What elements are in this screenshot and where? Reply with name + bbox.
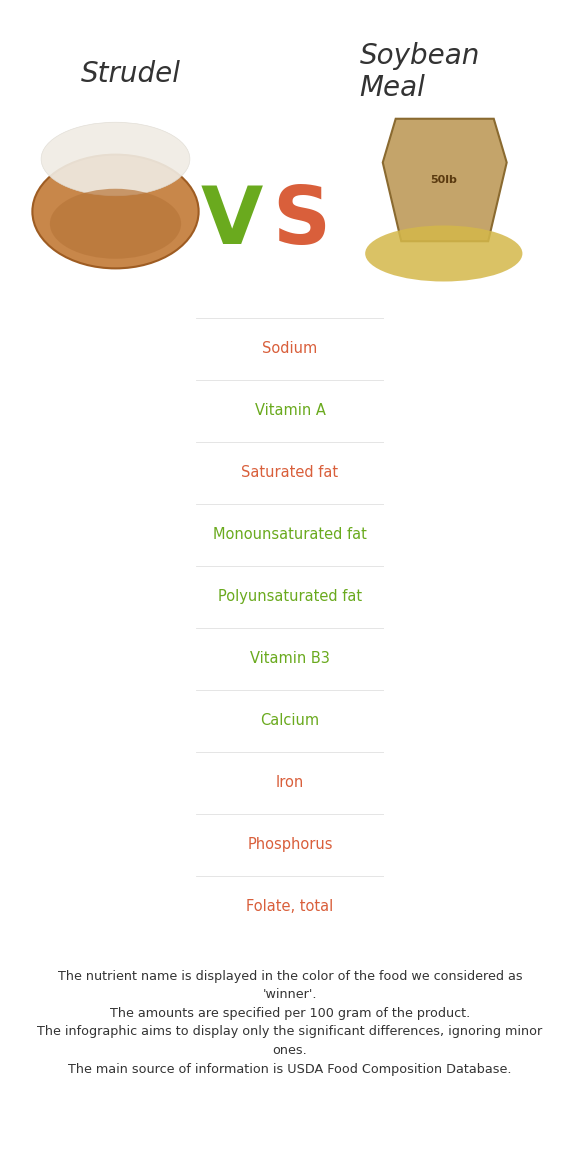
Text: 293 mg: 293 mg: [81, 713, 142, 728]
Text: 691 mg: 691 mg: [80, 340, 142, 356]
Text: 701 mg: 701 mg: [438, 837, 500, 852]
Text: 5.3 mg: 5.3 mg: [82, 650, 139, 666]
Ellipse shape: [50, 189, 181, 258]
Text: 5.9 mg: 5.9 mg: [82, 775, 139, 790]
Text: 50lb: 50lb: [430, 175, 457, 185]
Text: Polyunsaturated fat: Polyunsaturated fat: [218, 588, 362, 603]
Text: Sodium: Sodium: [262, 340, 318, 356]
Ellipse shape: [41, 122, 190, 196]
Text: V: V: [201, 183, 263, 261]
Text: 13.7 mg: 13.7 mg: [436, 775, 502, 790]
Text: The nutrient name is displayed in the color of the food we considered as
'winner: The nutrient name is displayed in the co…: [37, 970, 543, 1075]
Text: Calcium: Calcium: [260, 713, 320, 728]
Text: 2.587 mg: 2.587 mg: [430, 650, 508, 666]
Text: 40 IU: 40 IU: [448, 403, 491, 418]
Text: 0.268 g: 0.268 g: [438, 465, 500, 480]
Text: Iron: Iron: [276, 775, 304, 790]
Text: Vitamin A: Vitamin A: [255, 403, 325, 418]
Text: 1316 IU: 1316 IU: [79, 403, 143, 418]
Text: Folate, total: Folate, total: [246, 899, 334, 913]
Text: 74 μg: 74 μg: [88, 899, 135, 913]
Text: 3 mg: 3 mg: [448, 340, 490, 356]
Ellipse shape: [365, 225, 523, 282]
Text: 244 mg: 244 mg: [438, 713, 499, 728]
Text: 0.409 g: 0.409 g: [438, 527, 500, 541]
Text: 2.7 g: 2.7 g: [90, 465, 132, 480]
Text: Soybean
Meal: Soybean Meal: [360, 42, 480, 102]
Text: Vitamin B3: Vitamin B3: [250, 650, 330, 666]
Text: 4.6 g: 4.6 g: [90, 588, 132, 603]
Text: 2.8 g: 2.8 g: [90, 527, 132, 541]
Ellipse shape: [32, 155, 198, 269]
Text: Monounsaturated fat: Monounsaturated fat: [213, 527, 367, 541]
Text: Saturated fat: Saturated fat: [241, 465, 339, 480]
Text: Phosphorus: Phosphorus: [247, 837, 333, 852]
Text: S: S: [273, 183, 331, 261]
Polygon shape: [383, 119, 507, 241]
Text: Strudel: Strudel: [81, 60, 181, 88]
Text: 1.045 g: 1.045 g: [438, 588, 500, 603]
Text: 263 mg: 263 mg: [81, 837, 142, 852]
Text: 303 μg: 303 μg: [441, 899, 498, 913]
